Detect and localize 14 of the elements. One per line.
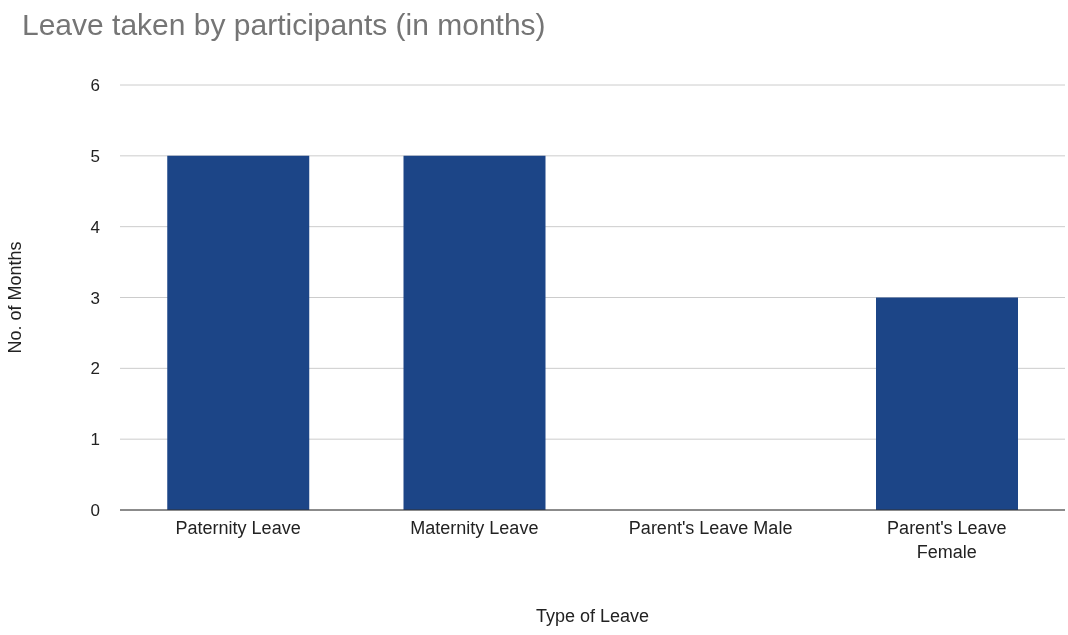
x-tick-label: Parent's Leave Male [628, 518, 793, 538]
y-tick-label: 0 [90, 501, 100, 521]
x-tick-label: Maternity Leave [410, 518, 539, 538]
y-tick-label: 2 [90, 359, 100, 379]
y-tick-label: 3 [90, 288, 100, 308]
chart-title: Leave taken by participants (in months) [22, 8, 546, 42]
y-tick-label: 1 [90, 430, 100, 450]
y-tick-label: 5 [90, 146, 100, 166]
y-tick-label: 4 [90, 217, 100, 237]
y-tick-label: 6 [90, 76, 100, 96]
x-tick-label: Paternity Leave [175, 518, 301, 538]
x-axis-title: Type of Leave [535, 606, 650, 626]
y-axis-title: No. of Months [5, 241, 26, 354]
x-tick-label: Parent's Leave Female [887, 518, 1007, 562]
